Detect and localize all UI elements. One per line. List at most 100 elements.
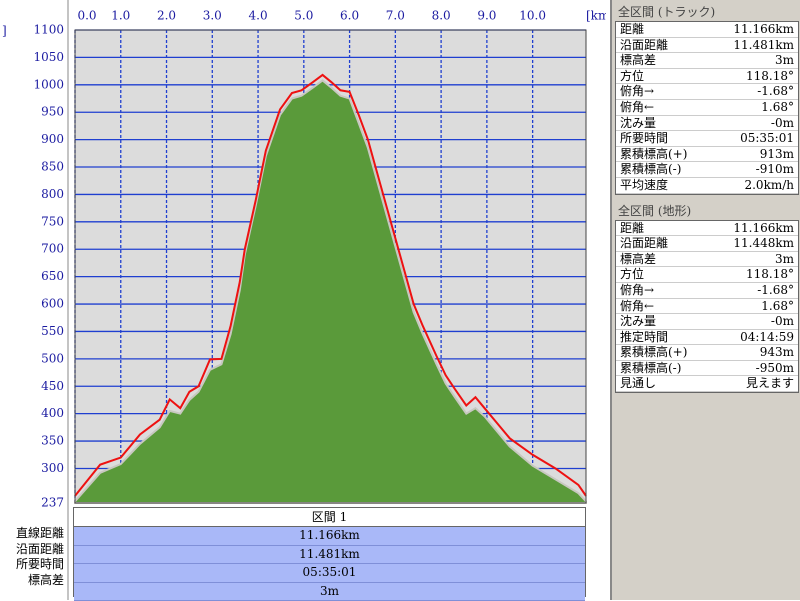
panel-row: 沈み量-0m <box>616 116 798 132</box>
y-tick-label: 400 <box>41 406 64 420</box>
y-tick-label: 500 <box>41 351 64 365</box>
row-label: 距離 <box>620 22 644 37</box>
row-label: 沈み量 <box>620 116 656 131</box>
section-value: 05:35:01 <box>74 564 585 583</box>
y-tick-label: 600 <box>41 297 64 311</box>
y-tick-label: 1100 <box>33 23 64 37</box>
panel-row: 沿面距離 11.481km <box>616 38 798 54</box>
panel-row: 沿面距離 11.448km <box>616 236 798 252</box>
row-value: 118.18° <box>746 267 794 282</box>
y-tick-label: 237 <box>41 496 64 510</box>
row-label: 俯角→ <box>620 84 654 99</box>
y-tick-label: 950 <box>41 105 64 119</box>
y-tick-label: 300 <box>41 461 64 475</box>
y-tick-label: 800 <box>41 187 64 201</box>
x-tick-label: 10.0 <box>519 9 546 23</box>
row-label: 見通し <box>620 376 656 391</box>
section-label: 所要時間 <box>0 557 68 573</box>
y-tick-label: 900 <box>41 132 64 146</box>
row-value: 3m <box>775 252 794 267</box>
row-label: 累積標高(+) <box>620 345 687 360</box>
x-tick-label: 6.0 <box>340 9 359 23</box>
row-value: 2.0km/h <box>744 178 794 193</box>
section-title: 区間 1 <box>74 508 585 527</box>
x-tick-label: 8.0 <box>432 9 451 23</box>
row-label: 標高差 <box>620 252 656 267</box>
row-value: 943m <box>760 345 794 360</box>
row-label: 平均速度 <box>620 178 668 193</box>
y-tick-label: 700 <box>41 242 64 256</box>
row-value: 11.448km <box>733 236 794 251</box>
row-value: -0m <box>771 314 794 329</box>
panel-row: 平均速度 2.0km/h <box>616 178 798 194</box>
row-value: -910m <box>756 162 794 177</box>
row-value: 1.68° <box>761 299 794 314</box>
panel-row: 俯角→ -1.68° <box>616 283 798 299</box>
y-tick-label: 450 <box>41 379 64 393</box>
panel-title: 全区間 (トラック) <box>612 0 800 21</box>
row-label: 距離 <box>620 221 644 236</box>
row-label: 俯角← <box>620 299 654 314</box>
panel-row: 推定時間 04:14:59 <box>616 330 798 346</box>
panel-row: 累積標高(+) 943m <box>616 345 798 361</box>
panel-row: 距離 11.166km <box>616 22 798 38</box>
row-value: 11.166km <box>733 221 794 236</box>
x-tick-label: 9.0 <box>477 9 496 23</box>
y-tick-label: 850 <box>41 160 64 174</box>
section-value: 11.481km <box>74 546 585 565</box>
row-value: 11.166km <box>733 22 794 37</box>
row-label: 俯角← <box>620 100 654 115</box>
y-unit: ] <box>2 24 7 38</box>
row-value: 118.18° <box>746 69 794 84</box>
row-label: 累積標高(-) <box>620 162 681 177</box>
panel-row: 累積標高(-) -910m <box>616 162 798 178</box>
y-tick-label: 550 <box>41 324 64 338</box>
row-label: 方位 <box>620 267 644 282</box>
row-value: 913m <box>760 147 794 162</box>
row-label: 沿面距離 <box>620 38 668 53</box>
section-value: 3m <box>74 583 585 601</box>
row-value: 1.68° <box>761 100 794 115</box>
row-value: -1.68° <box>757 84 794 99</box>
section-labels: 直線距離沿面距離所要時間標高差 <box>0 526 68 588</box>
row-label: 沈み量 <box>620 314 656 329</box>
panel-row: 距離 11.166km <box>616 221 798 237</box>
panel-row: 累積標高(-) -950m <box>616 361 798 377</box>
row-value: -1.68° <box>757 283 794 298</box>
x-tick-label: 2.0 <box>157 9 176 23</box>
panel-row: 方位 118.18° <box>616 267 798 283</box>
y-tick-label: 650 <box>41 269 64 283</box>
panel-row: 見通し 見えます <box>616 376 798 392</box>
section-value: 11.166km <box>74 527 585 546</box>
row-label: 累積標高(-) <box>620 361 681 376</box>
section-label: 沿面距離 <box>0 542 68 558</box>
row-label: 俯角→ <box>620 283 654 298</box>
row-value: -950m <box>756 361 794 376</box>
panel-row: 俯角→ -1.68° <box>616 84 798 100</box>
panel-row: 標高差 3m <box>616 252 798 268</box>
row-value: 11.481km <box>733 38 794 53</box>
row-label: 推定時間 <box>620 330 668 345</box>
row-value: 見えます <box>746 376 794 391</box>
x-tick-label: 5.0 <box>294 9 313 23</box>
x-tick-label: 4.0 <box>249 9 268 23</box>
y-tick-label: 750 <box>41 214 64 228</box>
row-label: 標高差 <box>620 53 656 68</box>
panel-row: 沈み量 -0m <box>616 314 798 330</box>
row-label: 沿面距離 <box>620 236 668 251</box>
panel-row: 累積標高(+) 913m <box>616 147 798 163</box>
panel-row: 俯角← 1.68° <box>616 100 798 116</box>
section-label: 標高差 <box>0 573 68 589</box>
y-tick-label: 1000 <box>33 77 64 91</box>
row-label: 累積標高(+) <box>620 147 687 162</box>
panel-row: 俯角← 1.68° <box>616 299 798 315</box>
row-label: 所要時間 <box>620 131 668 146</box>
x-unit: [km] <box>586 9 606 23</box>
row-value: 04:14:59 <box>740 330 794 345</box>
